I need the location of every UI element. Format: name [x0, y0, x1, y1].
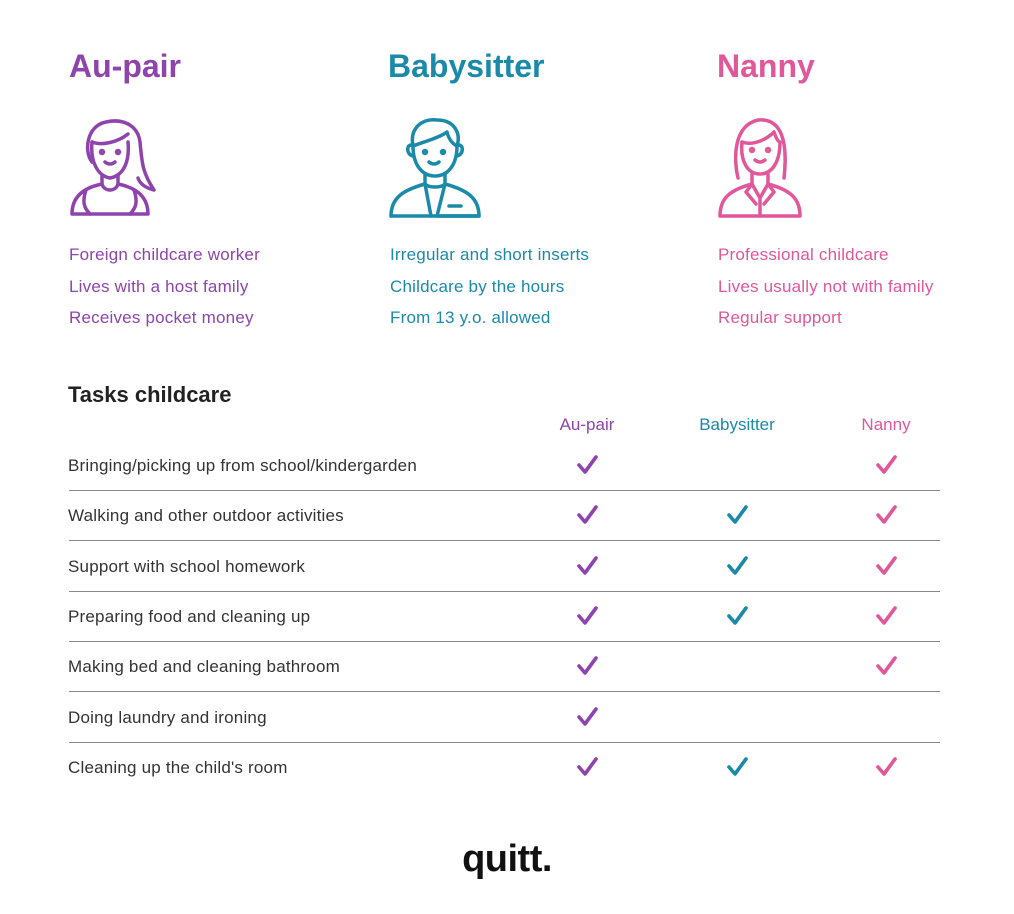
row-divider — [69, 540, 940, 542]
column-header-nanny: Nanny — [861, 415, 911, 434]
check-icon — [577, 555, 598, 575]
table-row: Walking and other outdoor activities — [68, 502, 940, 552]
table-row: Doing laundry and ironing — [68, 704, 940, 754]
check-icon — [876, 555, 897, 575]
task-label: Support with school homework — [68, 556, 306, 576]
check-icon — [876, 756, 897, 776]
check-icon — [876, 455, 897, 474]
table-row: Making bed and cleaning bathroom — [68, 653, 940, 703]
task-label: Cleaning up the child's room — [68, 757, 288, 777]
check-icon — [577, 706, 598, 726]
column-header-babysitter: Babysitter — [699, 415, 775, 434]
check-icon — [577, 606, 598, 625]
check-icon — [727, 505, 748, 525]
tasks-title: Tasks childcare — [68, 382, 232, 407]
check-icon — [577, 656, 598, 675]
aupair-title: Au-pair — [69, 48, 181, 84]
check-icon — [727, 555, 748, 575]
row-divider — [69, 741, 940, 743]
nanny-title: Nanny — [717, 48, 815, 84]
table-row: Support with school homework — [68, 553, 940, 603]
table-row: Cleaning up the child's room — [68, 754, 940, 804]
row-divider — [69, 590, 940, 592]
check-icon — [577, 455, 598, 474]
woman-ponytail-icon — [70, 119, 156, 216]
nanny-feature: Regular support — [718, 308, 842, 327]
nanny-feature: Professional childcare — [718, 245, 889, 264]
row-divider — [69, 490, 940, 491]
task-label: Bringing/picking up from school/kinderga… — [68, 456, 417, 475]
check-icon — [727, 606, 748, 625]
task-label: Walking and other outdoor activities — [68, 506, 344, 526]
nanny-feature: Lives usually not with family — [718, 277, 934, 296]
task-label: Preparing food and cleaning up — [68, 606, 311, 626]
table-row: Bringing/picking up from school/kinderga… — [68, 452, 940, 502]
aupair-feature: Receives pocket money — [69, 308, 254, 327]
woman-professional-icon — [718, 118, 802, 218]
check-icon — [876, 656, 897, 675]
check-icon — [727, 756, 748, 776]
check-icon — [876, 606, 897, 625]
babysitter-title: Babysitter — [388, 48, 545, 84]
check-icon — [577, 505, 598, 525]
babysitter-feature: Childcare by the hours — [390, 277, 565, 296]
aupair-feature: Foreign childcare worker — [69, 245, 260, 264]
young-man-icon — [389, 117, 481, 218]
row-divider — [69, 691, 940, 693]
babysitter-feature: Irregular and short inserts — [390, 245, 590, 264]
check-icon — [876, 505, 897, 525]
aupair-feature: Lives with a host family — [69, 277, 249, 296]
row-divider — [69, 640, 940, 642]
task-label: Making bed and cleaning bathroom — [68, 657, 340, 677]
quitt-logo: quitt. — [462, 838, 552, 880]
check-icon — [577, 756, 598, 776]
task-label: Doing laundry and ironing — [68, 707, 267, 727]
column-header-aupair: Au-pair — [559, 415, 615, 434]
table-row: Preparing food and cleaning up — [68, 603, 940, 653]
babysitter-feature: From 13 y.o. allowed — [390, 308, 551, 327]
